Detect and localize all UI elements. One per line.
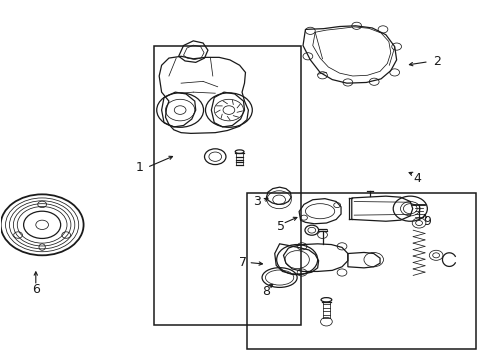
Text: 9: 9 — [423, 215, 430, 228]
Text: 2: 2 — [432, 55, 440, 68]
Bar — [154, 45, 300, 325]
Text: 7: 7 — [239, 256, 246, 269]
Text: 3: 3 — [252, 195, 260, 208]
Text: 8: 8 — [262, 285, 270, 298]
Bar — [246, 193, 475, 349]
Text: 5: 5 — [277, 220, 285, 233]
Text: 6: 6 — [32, 283, 40, 296]
Text: 1: 1 — [136, 161, 143, 174]
Text: 4: 4 — [413, 172, 421, 185]
